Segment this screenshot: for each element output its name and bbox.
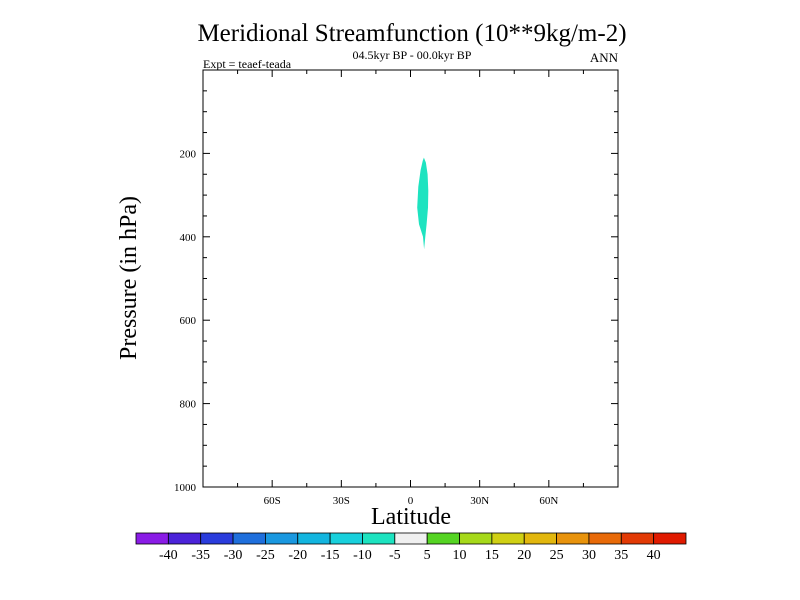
chart-title: Meridional Streamfunction (10**9kg/m-2) [197, 20, 626, 47]
colorbar-box [523, 532, 557, 545]
contour-region-0 [417, 157, 429, 250]
colorbar-label: 5 [424, 548, 431, 563]
colorbar-label: -30 [224, 548, 243, 563]
colorbar-box [394, 532, 428, 545]
colorbar-label: 40 [647, 548, 661, 563]
colorbar-label: 20 [517, 548, 531, 563]
y-tick-label: 200 [180, 148, 197, 160]
y-tick-label: 1000 [174, 482, 197, 494]
colorbar-label: -10 [353, 548, 372, 563]
colorbar-box [491, 532, 525, 545]
colorbar-label: -5 [389, 548, 401, 563]
colorbar-label: 25 [550, 548, 564, 563]
season-label: ANN [590, 50, 619, 65]
x-tick-label: 60N [539, 495, 558, 507]
chart-subtitle: 04.5kyr BP - 00.0kyr BP [353, 48, 472, 62]
y-tick-label: 800 [180, 399, 197, 411]
x-tick-label: 60S [264, 495, 281, 507]
colorbar-label: 10 [453, 548, 467, 563]
x-tick-label: 30S [333, 495, 350, 507]
y-tick-label: 400 [180, 232, 197, 244]
colorbar-box [362, 532, 396, 545]
colorbar-box [556, 532, 590, 545]
y-axis-label: Pressure (in hPa) [116, 196, 142, 360]
colorbar-box [200, 532, 234, 545]
x-axis-label: Latitude [371, 504, 451, 530]
colorbar-box [135, 532, 169, 545]
colorbar-label: -20 [288, 548, 307, 563]
colorbar-label: -25 [256, 548, 275, 563]
colorbar-box [232, 532, 266, 545]
colorbar-box [329, 532, 363, 545]
colorbar-box [297, 532, 331, 545]
colorbar-label: -40 [159, 548, 178, 563]
experiment-label: Expt = teaef-teada [203, 57, 292, 71]
colorbar-label: 35 [614, 548, 628, 563]
x-tick-label: 0 [408, 495, 414, 507]
colorbar-label: 30 [582, 548, 596, 563]
colorbar-label: -35 [191, 548, 210, 563]
colorbar-box [620, 532, 655, 545]
colorbar-box [265, 532, 299, 545]
colorbar-box [653, 532, 687, 545]
plot-frame [202, 69, 619, 488]
y-tick-label: 600 [180, 315, 197, 327]
colorbar-box [459, 532, 493, 545]
colorbar-box [426, 532, 460, 545]
x-tick-label: 30N [470, 495, 489, 507]
colorbar-box [588, 532, 622, 545]
colorbar-box [167, 532, 202, 545]
colorbar-label: -15 [321, 548, 340, 563]
colorbar-label: 15 [485, 548, 499, 563]
